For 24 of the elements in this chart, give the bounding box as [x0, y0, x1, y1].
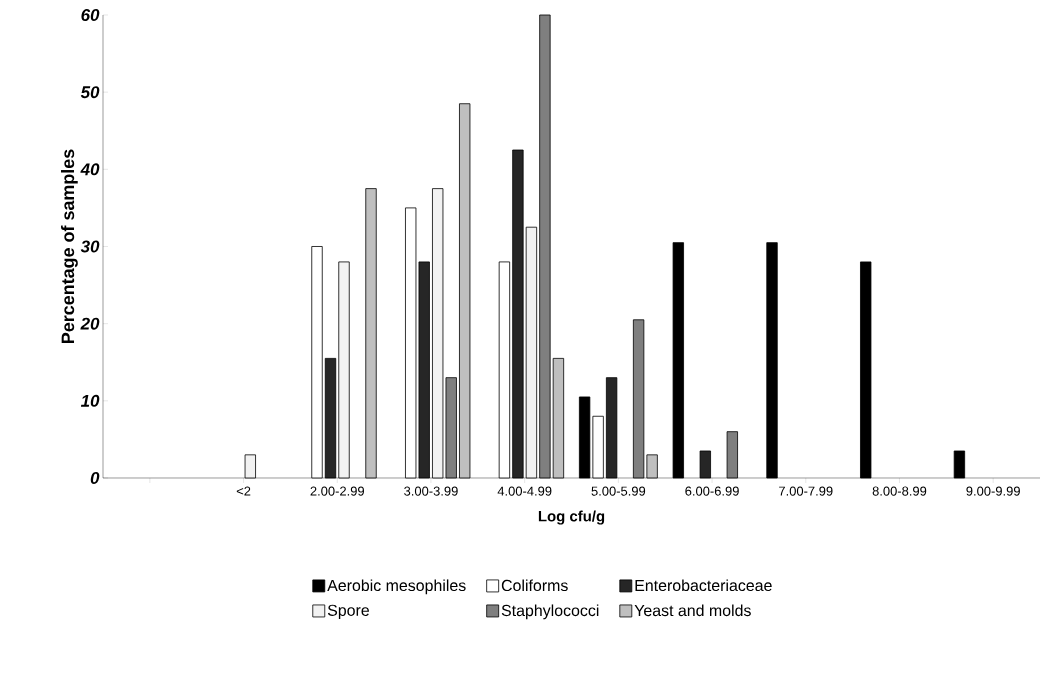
legend-label: Coliforms: [501, 579, 568, 592]
legend-label: Spore: [327, 604, 369, 620]
legend-label: Aerobic mesophiles: [327, 579, 466, 595]
y-tick-label: 30: [80, 240, 100, 253]
y-tick-label: 50: [80, 86, 100, 99]
legend-label: Enterobacteriaceae: [635, 579, 772, 592]
x-tick-label: 8.00-8.99: [872, 486, 927, 496]
x-tick-label: 3.00-3.99: [404, 486, 458, 496]
legend-label: Yeast and molds: [634, 604, 751, 617]
x-axis-title: Log cfu/g: [538, 510, 605, 525]
x-tick-label: 6.00-6.99: [685, 486, 739, 496]
x-tick-label: 4.00-4.99: [497, 486, 552, 496]
y-tick-label: 10: [80, 394, 100, 407]
x-tick-label: 9.00-9.99: [966, 486, 1020, 496]
x-tick-label: <2: [236, 486, 251, 496]
y-tick-label: 40: [80, 163, 100, 176]
y-tick-label: 20: [80, 317, 100, 330]
x-tick-label: 2.00-2.99: [310, 486, 365, 496]
x-tick-label: 5.00-5.99: [591, 486, 646, 496]
y-tick-label: 60: [81, 8, 100, 21]
x-tick-label: 7.00-7.99: [779, 486, 833, 496]
y-tick-label: 0: [90, 471, 100, 484]
legend-label: Staphylococci: [501, 604, 599, 620]
y-axis-title: Percentage of samples: [61, 149, 78, 343]
